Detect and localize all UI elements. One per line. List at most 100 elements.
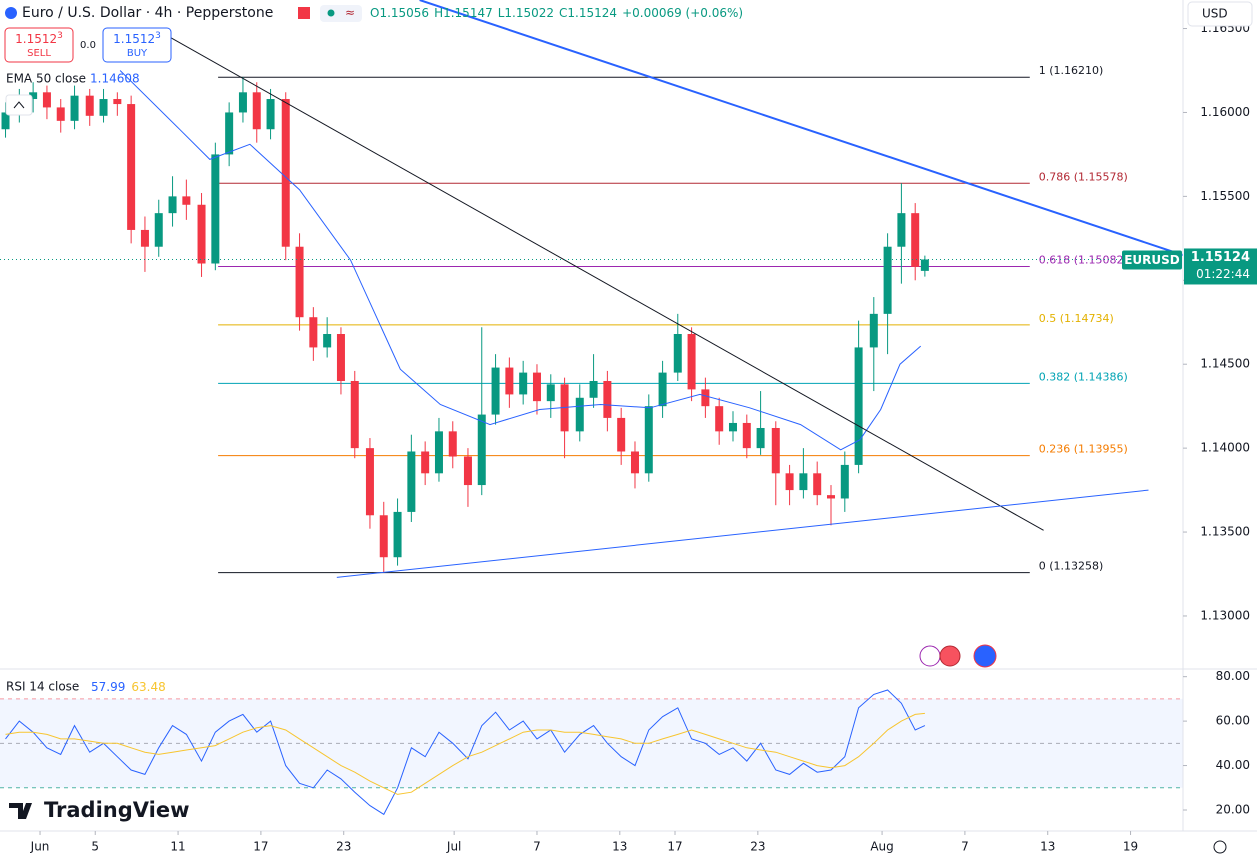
candle-body (491, 367, 500, 415)
candle-body (920, 259, 929, 271)
candle-body (99, 99, 108, 116)
candle-body (813, 473, 822, 496)
buy-button[interactable] (102, 27, 172, 63)
countdown: 01:22:44 (1196, 267, 1250, 281)
candle-body (154, 213, 163, 247)
candle-body (56, 107, 65, 121)
candle-body (799, 473, 808, 491)
x-tick-label: 13 (612, 840, 627, 854)
flag-icon[interactable] (298, 7, 310, 19)
candle-body (252, 92, 261, 130)
candle-body (575, 397, 584, 432)
candle-body (140, 229, 149, 247)
rsi-legend-value: 57.99 (91, 680, 125, 694)
fib-label: 0.382 (1.14386) (1039, 370, 1128, 383)
candle-body (463, 456, 472, 486)
symbol-icon (5, 7, 17, 19)
settings-icon[interactable] (1213, 840, 1227, 854)
status-badges (320, 5, 362, 22)
x-tick-label: 23 (336, 840, 351, 854)
candle-body (336, 334, 345, 381)
ema-line (119, 70, 922, 451)
candle-body (603, 380, 612, 418)
collapse-icon (13, 101, 25, 109)
rsi-legend-values: 57.99 63.48 (91, 680, 166, 694)
fib-label: 0.236 (1.13955) (1039, 443, 1128, 456)
candle-body (29, 92, 38, 100)
candle-body (85, 95, 94, 116)
candle-body (505, 367, 514, 395)
candle-body (238, 92, 247, 113)
last-price-box (1184, 248, 1257, 285)
candle-body (281, 99, 290, 247)
candle-body (883, 246, 892, 314)
candle-body (379, 515, 388, 558)
trendline (154, 28, 1044, 531)
candle-body (617, 417, 626, 452)
candle-body (519, 372, 528, 395)
axes: 1.130001.135001.140001.145001.150001.155… (30, 21, 1250, 853)
x-tick-label: 11 (170, 840, 185, 854)
candle-body (687, 334, 696, 390)
buy-label: BUY (127, 48, 148, 59)
candle-body (407, 451, 416, 512)
candle-body (127, 104, 136, 230)
event-icon[interactable] (939, 645, 961, 667)
event-icon[interactable] (919, 645, 941, 667)
symbol-tag-label: EURUSD (1124, 253, 1180, 267)
fib-label: 0 (1.13258) (1039, 560, 1104, 573)
candle-body (421, 451, 430, 474)
candle-body (756, 427, 765, 449)
y-tick-label: 1.14000 (1200, 441, 1250, 455)
spread: 0.0 (80, 40, 96, 51)
candle-body (840, 464, 849, 499)
sell-button[interactable] (4, 27, 74, 63)
x-tick-label: 19 (1123, 840, 1138, 854)
candle-body (546, 384, 555, 402)
x-tick-label: 17 (253, 840, 268, 854)
sell-price: 1.15123 (15, 31, 63, 46)
candle-body (897, 213, 906, 247)
candle-body (869, 313, 878, 348)
rsi-line (5, 689, 926, 816)
buy-pip: 3 (155, 31, 161, 41)
x-tick-label: Jun (30, 840, 50, 854)
candle-body (393, 511, 402, 558)
collapse-button[interactable] (5, 94, 33, 116)
candle-body (785, 473, 794, 491)
candle-body (295, 246, 304, 318)
fib-label: 1 (1.16210) (1039, 64, 1104, 77)
legend-value: L1.15022 (498, 6, 554, 20)
price-pane: 1 (1.16210) 0.786 (1.15578) 0.618 (1.15082… (0, 0, 1183, 578)
legend-value: H1.15147 (434, 6, 493, 20)
ema-legend-name: EMA 50 close (6, 72, 86, 86)
candle-body (70, 95, 79, 121)
y-tick-label: 1.15500 (1200, 189, 1250, 203)
candle-body (42, 92, 51, 108)
market-open-dot (327, 9, 335, 17)
candle-body (266, 99, 275, 130)
candle-body (742, 422, 751, 449)
chart-title: Euro / U.S. Dollar · 4h · Pepperstone (22, 5, 273, 21)
sell-label: SELL (27, 48, 51, 59)
ema-legend-value: 1.14608 (90, 72, 140, 86)
candle-body (323, 334, 332, 348)
candle-body (448, 431, 457, 457)
candle-body (434, 431, 443, 474)
legend-value: C1.15124 (559, 6, 617, 20)
candle-body (771, 427, 780, 474)
y-tick-label: 1.13500 (1200, 525, 1250, 539)
rsi-tick-label: 40.00 (1216, 758, 1250, 772)
rsi-tick-label: 20.00 (1216, 803, 1250, 817)
event-icon[interactable] (973, 644, 997, 668)
rsi-ma-line (5, 712, 925, 795)
candle-body (826, 495, 835, 499)
x-tick-label: 7 (961, 840, 969, 854)
buy-price: 1.15123 (113, 31, 161, 46)
sell-pip: 3 (57, 31, 63, 41)
fib-label: 0.5 (1.14734) (1039, 312, 1114, 325)
candle-body (728, 422, 737, 432)
candle-body (225, 112, 234, 155)
currency-select[interactable] (1187, 1, 1253, 27)
